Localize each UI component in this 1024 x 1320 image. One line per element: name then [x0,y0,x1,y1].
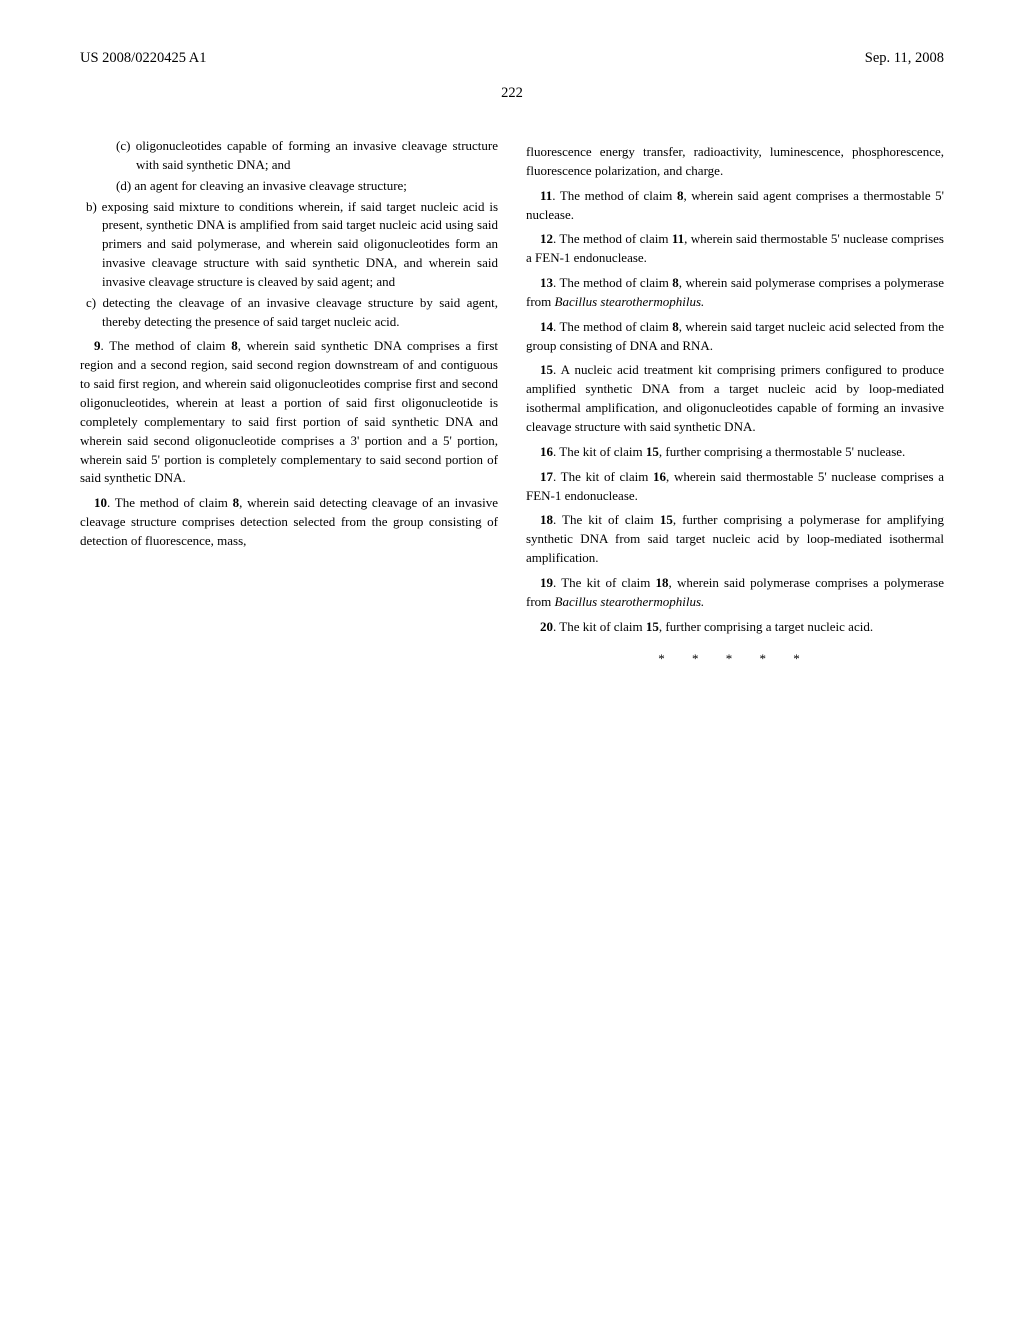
claim-subitem-c: (c) oligonucleotides capable of forming … [80,137,498,175]
claim-16-pre: . The kit of claim [553,444,646,459]
claim-11-number: 11 [540,188,552,203]
claim-19-pre: . The kit of claim [553,575,656,590]
claim-19-ref: 18 [656,575,669,590]
claim-10-number: 10 [94,495,107,510]
claim-15: 15. A nucleic acid treatment kit compris… [526,361,944,436]
claim-19: 19. The kit of claim 18, wherein said po… [526,574,944,612]
header-right: Sep. 11, 2008 [865,50,944,67]
claim-19-italic: Bacillus stearothermophilus. [555,594,705,609]
claim-9-pre: . The method of claim [101,338,232,353]
claim-item-b: b) exposing said mixture to conditions w… [80,198,498,292]
claim-20-post: , further comprising a target nucleic ac… [659,619,873,634]
claim-13-pre: . The method of claim [553,275,672,290]
claim-15-text: . A nucleic acid treatment kit comprisin… [526,362,944,434]
claim-15-number: 15 [540,362,553,377]
claim-18-pre: . The kit of claim [553,512,660,527]
claim-10-continuation: fluorescence energy transfer, radioactiv… [526,143,944,181]
claim-11-pre: . The method of claim [552,188,677,203]
claim-20: 20. The kit of claim 15, further compris… [526,618,944,637]
claim-18: 18. The kit of claim 15, further compris… [526,511,944,568]
left-column: (c) oligonucleotides capable of forming … [80,137,498,669]
claim-20-number: 20 [540,619,553,634]
claim-18-number: 18 [540,512,553,527]
claim-10-pre: . The method of claim [107,495,233,510]
claim-16: 16. The kit of claim 15, further compris… [526,443,944,462]
claim-14-pre: . The method of claim [553,319,672,334]
claim-13-number: 13 [540,275,553,290]
claim-item-c: c) detecting the cleavage of an invasive… [80,294,498,332]
claim-16-post: , further comprising a thermostable 5' n… [659,444,905,459]
claim-14-number: 14 [540,319,553,334]
claim-9: 9. The method of claim 8, wherein said s… [80,337,498,488]
end-asterisks: * * * * * [526,650,944,669]
claim-13-italic: Bacillus stearothermophilus. [555,294,705,309]
claim-17-ref: 16 [653,469,666,484]
content-columns: (c) oligonucleotides capable of forming … [80,137,944,669]
claim-11: 11. The method of claim 8, wherein said … [526,187,944,225]
claim-subitem-d: (d) an agent for cleaving an invasive cl… [80,177,498,196]
claim-14: 14. The method of claim 8, wherein said … [526,318,944,356]
claim-10: 10. The method of claim 8, wherein said … [80,494,498,551]
claim-13: 13. The method of claim 8, wherein said … [526,274,944,312]
claim-16-number: 16 [540,444,553,459]
claim-9-post: , wherein said synthetic DNA comprises a… [80,338,498,485]
page-number: 222 [80,85,944,102]
claim-20-ref: 15 [646,619,659,634]
header-left: US 2008/0220425 A1 [80,50,207,67]
claim-17-pre: . The kit of claim [553,469,653,484]
claim-19-number: 19 [540,575,553,590]
claim-12-pre: . The method of claim [553,231,672,246]
claim-17-number: 17 [540,469,553,484]
claim-17: 17. The kit of claim 16, wherein said th… [526,468,944,506]
page-header: US 2008/0220425 A1 Sep. 11, 2008 [80,50,944,67]
claim-18-ref: 15 [660,512,673,527]
right-column: fluorescence energy transfer, radioactiv… [526,137,944,669]
claim-12: 12. The method of claim 11, wherein said… [526,230,944,268]
claim-20-pre: . The kit of claim [553,619,646,634]
claim-12-ref: 11 [672,231,684,246]
claim-16-ref: 15 [646,444,659,459]
claim-12-number: 12 [540,231,553,246]
